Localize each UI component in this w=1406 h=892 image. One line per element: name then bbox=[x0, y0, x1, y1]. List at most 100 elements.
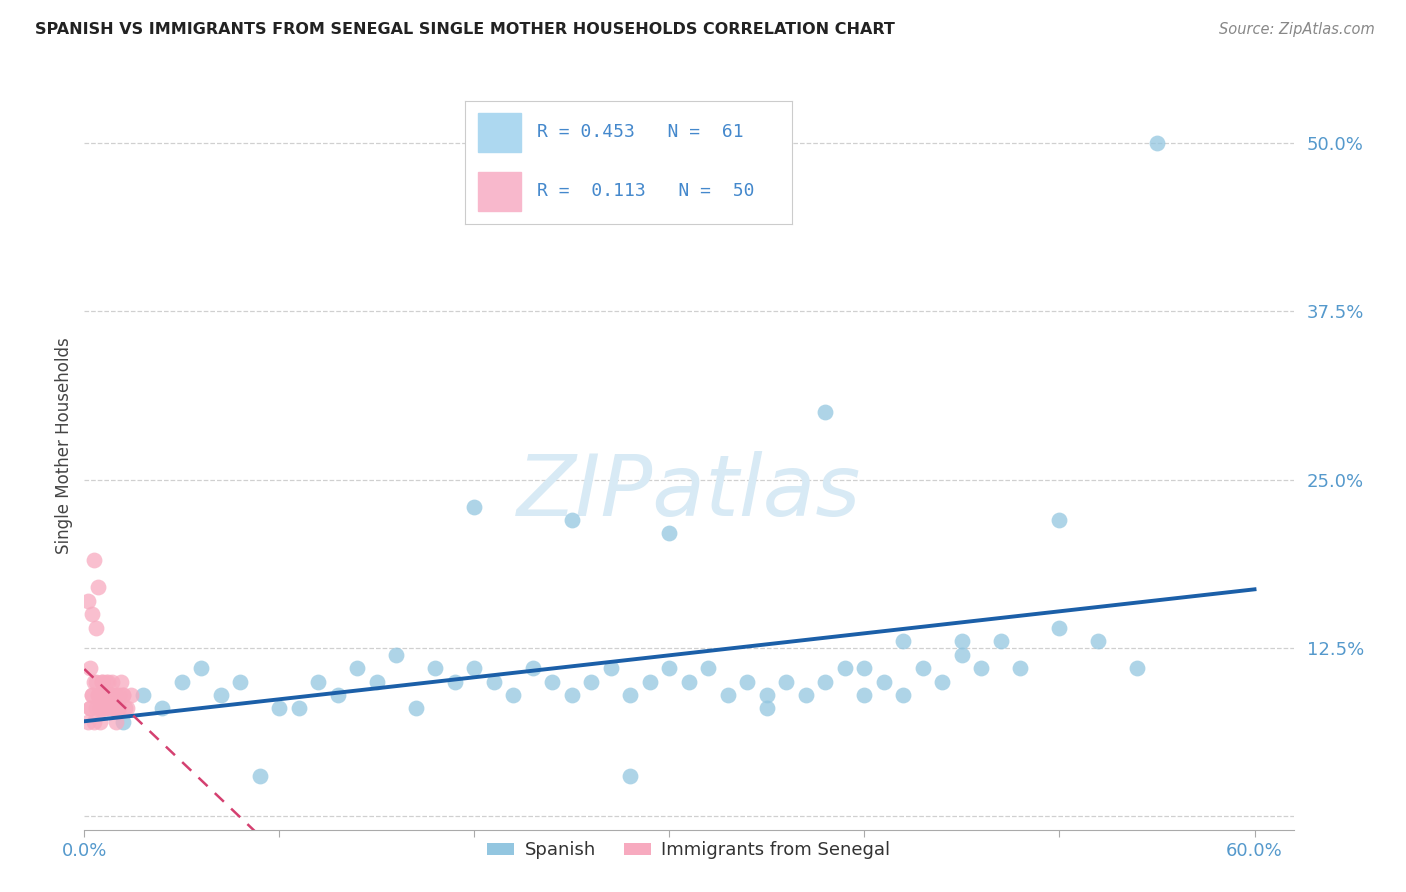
Point bbox=[87, 580, 110, 594]
Point bbox=[170, 674, 193, 689]
Point bbox=[873, 674, 896, 689]
Point bbox=[444, 674, 467, 689]
Point bbox=[89, 714, 111, 729]
Point bbox=[950, 634, 973, 648]
Point bbox=[581, 674, 603, 689]
Point bbox=[619, 688, 641, 702]
Point bbox=[94, 688, 117, 702]
Point bbox=[83, 553, 105, 567]
Point bbox=[1049, 621, 1071, 635]
Point bbox=[79, 701, 101, 715]
Point bbox=[90, 701, 112, 715]
Point bbox=[1126, 661, 1149, 675]
Point bbox=[755, 688, 778, 702]
Point bbox=[98, 688, 121, 702]
Point bbox=[83, 674, 105, 689]
Text: ZIPatlas: ZIPatlas bbox=[517, 450, 860, 533]
Point bbox=[697, 661, 720, 675]
Point bbox=[112, 688, 135, 702]
Point bbox=[1146, 136, 1168, 151]
Point bbox=[288, 701, 311, 715]
Point bbox=[366, 674, 388, 689]
Point bbox=[108, 688, 131, 702]
Point bbox=[110, 674, 132, 689]
Point bbox=[97, 701, 120, 715]
Point bbox=[100, 688, 122, 702]
Point bbox=[405, 701, 427, 715]
Point bbox=[104, 714, 127, 729]
Text: SPANISH VS IMMIGRANTS FROM SENEGAL SINGLE MOTHER HOUSEHOLDS CORRELATION CHART: SPANISH VS IMMIGRANTS FROM SENEGAL SINGL… bbox=[35, 22, 896, 37]
Point bbox=[108, 701, 131, 715]
Point bbox=[970, 661, 993, 675]
Point bbox=[84, 674, 107, 689]
Point bbox=[658, 526, 681, 541]
Point bbox=[346, 661, 368, 675]
Point bbox=[79, 661, 101, 675]
Point bbox=[114, 701, 136, 715]
Point bbox=[561, 688, 583, 702]
Point bbox=[93, 701, 115, 715]
Point bbox=[853, 688, 876, 702]
Point bbox=[132, 688, 155, 702]
Point bbox=[97, 674, 120, 689]
Point bbox=[77, 714, 100, 729]
Point bbox=[541, 674, 564, 689]
Point bbox=[638, 674, 661, 689]
Point bbox=[931, 674, 953, 689]
Point bbox=[1087, 634, 1109, 648]
Point bbox=[94, 701, 117, 715]
Point bbox=[893, 634, 915, 648]
Point bbox=[93, 688, 115, 702]
Point bbox=[150, 701, 173, 715]
Point bbox=[82, 688, 104, 702]
Point bbox=[658, 661, 681, 675]
Point bbox=[94, 674, 117, 689]
Point bbox=[893, 688, 915, 702]
Point bbox=[307, 674, 329, 689]
Point bbox=[82, 607, 104, 622]
Point bbox=[911, 661, 934, 675]
Point bbox=[117, 701, 139, 715]
Point bbox=[249, 769, 271, 783]
Point bbox=[600, 661, 623, 675]
Point bbox=[755, 701, 778, 715]
Point bbox=[502, 688, 524, 702]
Point bbox=[717, 688, 740, 702]
Legend: Spanish, Immigrants from Senegal: Spanish, Immigrants from Senegal bbox=[479, 834, 898, 866]
Point bbox=[482, 674, 505, 689]
Point bbox=[950, 648, 973, 662]
Point bbox=[678, 674, 700, 689]
Point bbox=[794, 688, 817, 702]
Point bbox=[522, 661, 544, 675]
Y-axis label: Single Mother Households: Single Mother Households bbox=[55, 338, 73, 554]
Point bbox=[83, 714, 105, 729]
Point bbox=[77, 594, 100, 608]
Point bbox=[103, 701, 125, 715]
Point bbox=[87, 688, 110, 702]
Point bbox=[84, 701, 107, 715]
Point bbox=[112, 714, 135, 729]
Point bbox=[100, 674, 122, 689]
Point bbox=[90, 674, 112, 689]
Point bbox=[561, 513, 583, 527]
Point bbox=[209, 688, 232, 702]
Point bbox=[87, 688, 110, 702]
Point bbox=[89, 701, 111, 715]
Point bbox=[853, 661, 876, 675]
Point bbox=[425, 661, 447, 675]
Point bbox=[229, 674, 252, 689]
Point bbox=[619, 769, 641, 783]
Point bbox=[97, 688, 120, 702]
Point bbox=[463, 500, 485, 514]
Point bbox=[834, 661, 856, 675]
Point bbox=[1010, 661, 1032, 675]
Point bbox=[103, 701, 125, 715]
Point bbox=[79, 701, 101, 715]
Point bbox=[814, 405, 837, 419]
Point bbox=[112, 688, 135, 702]
Text: Source: ZipAtlas.com: Source: ZipAtlas.com bbox=[1219, 22, 1375, 37]
Point bbox=[93, 688, 115, 702]
Point bbox=[385, 648, 408, 662]
Point bbox=[190, 661, 212, 675]
Point bbox=[90, 674, 112, 689]
